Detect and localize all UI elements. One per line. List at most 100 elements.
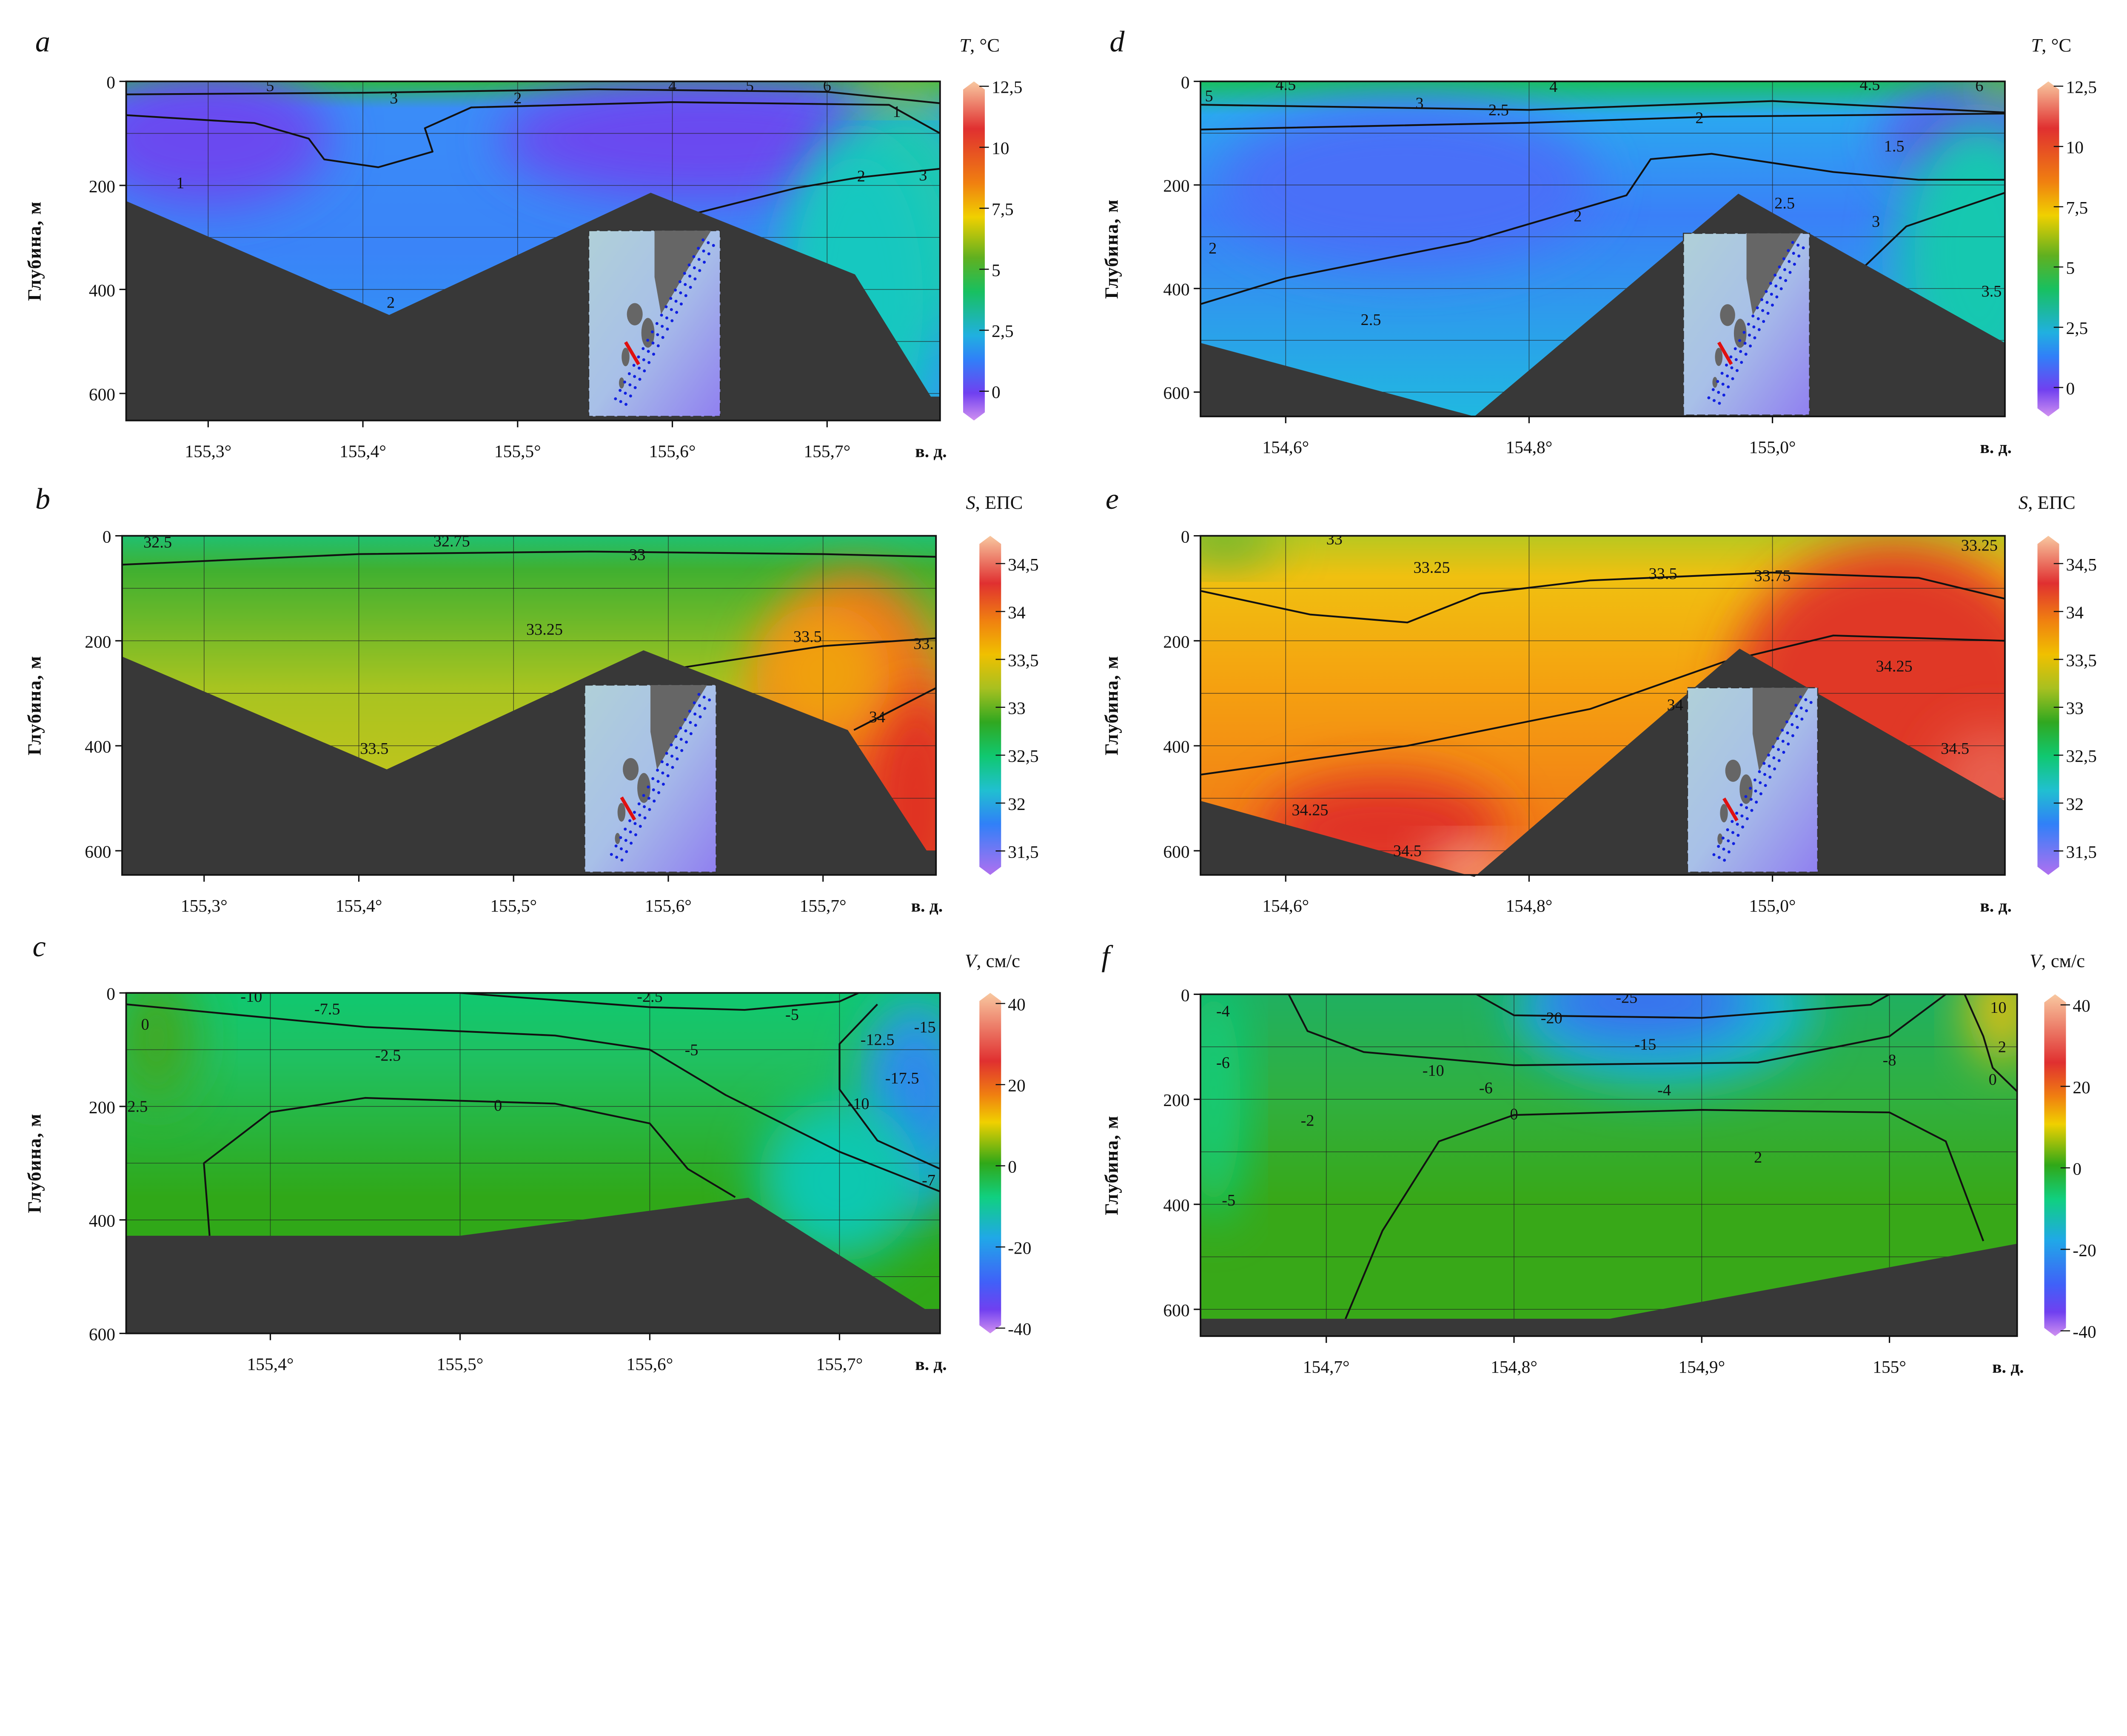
x-axis-label: в. д. — [1980, 437, 2012, 457]
station-dot — [1727, 850, 1731, 854]
x-tick-label: 155,5° — [437, 1354, 484, 1374]
contour-label: 34.25 — [1292, 801, 1328, 819]
station-dot — [637, 802, 641, 806]
contour-line — [1857, 192, 2005, 274]
y-tick-label: 200 — [1163, 632, 1189, 651]
variable-symbol: S — [966, 492, 975, 513]
colorbar-tick-label: 32 — [1008, 794, 1025, 814]
colorbar-tick-label: 32,5 — [1008, 746, 1039, 766]
plot-frame — [125, 992, 941, 1334]
station-dot — [689, 732, 693, 735]
station-dot — [1716, 380, 1719, 383]
colorbar-tick-label: 7,5 — [992, 200, 1014, 219]
station-dot — [1773, 767, 1776, 771]
station-dot — [1745, 806, 1748, 810]
station-dot — [647, 797, 650, 800]
x-tick-label: 155,0° — [1749, 437, 1796, 457]
colorbar-tick-label: 40 — [1008, 995, 1025, 1014]
colorbar-gradient — [963, 81, 985, 421]
contour-label: -8 — [1883, 1051, 1896, 1069]
panel-letter: b — [35, 482, 50, 516]
colorbar-gradient — [2037, 536, 2059, 875]
panel-letter: e — [1106, 482, 1119, 516]
station-dot — [702, 249, 705, 253]
station-dot — [1762, 320, 1765, 323]
contour-label: -7.5 — [314, 1000, 340, 1018]
colorbar: 40 20 0 -20 -40 — [2044, 994, 2096, 1341]
colorbar-tick-label: 10 — [2066, 137, 2083, 157]
variable-symbol: V — [2030, 950, 2043, 972]
variable-unit: , см/с — [2041, 950, 2085, 972]
island — [1739, 774, 1753, 804]
station-dot — [643, 805, 646, 808]
station-dot — [1754, 790, 1757, 793]
station-dot — [638, 813, 642, 817]
station-dot — [1756, 317, 1760, 320]
island — [622, 348, 630, 366]
station-dot — [1755, 801, 1758, 804]
station-dot — [1748, 334, 1751, 337]
station-dot — [648, 808, 651, 811]
station-dot — [637, 355, 640, 359]
plot-frame — [121, 535, 937, 876]
station-dot — [656, 333, 659, 336]
contour-label: 3.5 — [1982, 282, 2002, 300]
station-dot — [1762, 762, 1766, 765]
x-tick-label: 155,3° — [181, 896, 228, 915]
station-dot — [1749, 787, 1752, 790]
station-dot — [1783, 268, 1787, 271]
station-dot — [1740, 814, 1744, 818]
colorbar-tick-label: 31,5 — [2066, 842, 2097, 861]
contour-label: 2.5 — [1361, 311, 1381, 329]
x-tick-label: 155,3° — [185, 442, 231, 461]
contour-line — [672, 168, 940, 220]
land-kamchatka — [1746, 233, 1801, 315]
station-dot — [625, 850, 628, 853]
contour-label: -6 — [1216, 1054, 1230, 1072]
island — [1720, 804, 1728, 823]
colorbar-tick-label: 33,5 — [1008, 650, 1039, 670]
y-tick-label: 400 — [1163, 737, 1189, 756]
contour-label: 6 — [823, 77, 831, 95]
station-dot — [1791, 723, 1794, 726]
station-dot — [1717, 391, 1720, 394]
colorbar-tick-label: 33 — [1008, 698, 1025, 718]
contour-label: -5 — [685, 1041, 699, 1059]
x-axis-label: в. д. — [1980, 896, 2012, 915]
station-dot — [1753, 778, 1756, 782]
station-dot — [688, 710, 691, 713]
colorbar-tick-label: 5 — [2066, 258, 2075, 278]
station-dot — [1772, 756, 1776, 760]
contour-label: -17.5 — [885, 1069, 919, 1087]
contour-label: -10 — [848, 1095, 870, 1113]
colorbar-tick-label: -20 — [1008, 1238, 1031, 1257]
station-dot — [1799, 695, 1802, 698]
x-tick-label: 155,6° — [645, 896, 692, 915]
panel-letter: c — [33, 930, 46, 963]
contour-label: 34.5 — [1393, 842, 1422, 860]
contour-label: -12.5 — [861, 1031, 895, 1049]
contour-label: 5 — [746, 77, 754, 95]
station-dot — [693, 713, 697, 716]
contour-label: 4.5 — [1275, 76, 1296, 94]
station-dot — [656, 780, 660, 783]
y-tick-label: 0 — [106, 72, 115, 92]
colorbar-title: S, ЕПС — [966, 492, 1023, 513]
station-dot — [1752, 325, 1756, 329]
colorbar-tick-label: 34 — [1008, 602, 1026, 622]
inset-location-map — [1687, 687, 1819, 873]
contour-line — [126, 88, 940, 104]
contour-label: 0 — [141, 1015, 149, 1033]
station-dot — [676, 757, 679, 761]
station-dot — [1800, 717, 1804, 721]
panel-c: -10 -7.5 -2.5 -5 0 -2.5 -5 -12.5 -15 -17.5 -10 0 2.5… — [24, 930, 1032, 1374]
colorbar-title: S, ЕПС — [2019, 492, 2076, 513]
station-dot — [1739, 350, 1742, 353]
y-tick-label: 400 — [85, 737, 111, 756]
station-dot — [633, 386, 637, 389]
station-dot — [699, 715, 702, 718]
y-axis-label: Глубина, м — [1101, 199, 1122, 299]
station-dot — [1769, 282, 1772, 285]
contour-line — [1200, 100, 2005, 114]
contour-label: -5 — [1222, 1192, 1235, 1209]
